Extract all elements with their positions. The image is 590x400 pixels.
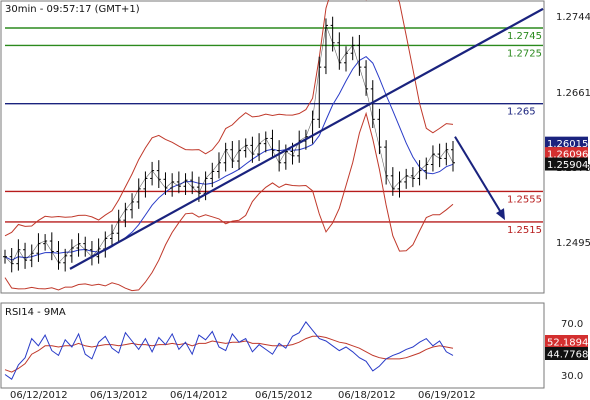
rsi-axis-ticks: 70.0 30.0 [561, 319, 583, 382]
price-tick-label: 1.2495 [556, 238, 590, 249]
bollinger-lower-line [4, 111, 454, 292]
main-price-layer: 1.2745 1.2725 1.265 1.2555 1.2515 [3, 0, 544, 292]
price-badge-label: 1.26096 [547, 150, 588, 161]
level-label: 1.2515 [507, 225, 542, 236]
rsi-badge [545, 347, 588, 360]
level-label: 1.2745 [507, 31, 542, 42]
level-label: 1.265 [507, 107, 536, 118]
rsi-tick-label: 70.0 [561, 319, 583, 330]
rsi-badge [545, 335, 588, 348]
price-tick-label: 1.2661 [556, 88, 590, 99]
price-tick-label: 1.2744 [556, 12, 590, 23]
date-tick-label: 06/15/2012 [255, 390, 313, 400]
price-badge [545, 157, 588, 171]
price-badge [545, 147, 588, 161]
price-badge [545, 136, 588, 150]
projection-arrow-head [496, 208, 505, 221]
chart-title: 30min - 09:57:17 (GMT+1) [5, 4, 140, 15]
level-label: 1.2555 [507, 194, 542, 205]
price-line [4, 24, 454, 265]
trend-line [69, 7, 544, 270]
rsi-tick-label: 30.0 [561, 371, 583, 382]
projection-arrow-shaft [454, 136, 503, 215]
date-tick-label: 06/13/2012 [90, 390, 148, 400]
rsi-layer [4, 321, 454, 380]
date-tick-label: 06/18/2012 [338, 390, 396, 400]
date-axis: 06/12/2012 06/13/2012 06/14/2012 06/15/2… [10, 390, 476, 400]
bollinger-upper-line [4, 0, 454, 237]
rsi-badge-label: 52.1894 [547, 338, 588, 349]
level-label: 1.2725 [507, 48, 542, 59]
rsi-title: RSI14 - 9MA [5, 307, 66, 318]
rsi-badge-label: 44.7768 [547, 350, 588, 361]
sma-line [4, 55, 454, 261]
price-axis-ticks: 1.2744 1.2661 1.2578 1.2495 [556, 12, 590, 249]
date-tick-label: 06/12/2012 [10, 390, 68, 400]
price-badge-label: 1.26015 [547, 139, 588, 150]
price-badge-label: 1.25904 [547, 160, 588, 171]
rsi-line [4, 321, 454, 380]
date-tick-label: 06/19/2012 [418, 390, 476, 400]
date-tick-label: 06/14/2012 [170, 390, 228, 400]
